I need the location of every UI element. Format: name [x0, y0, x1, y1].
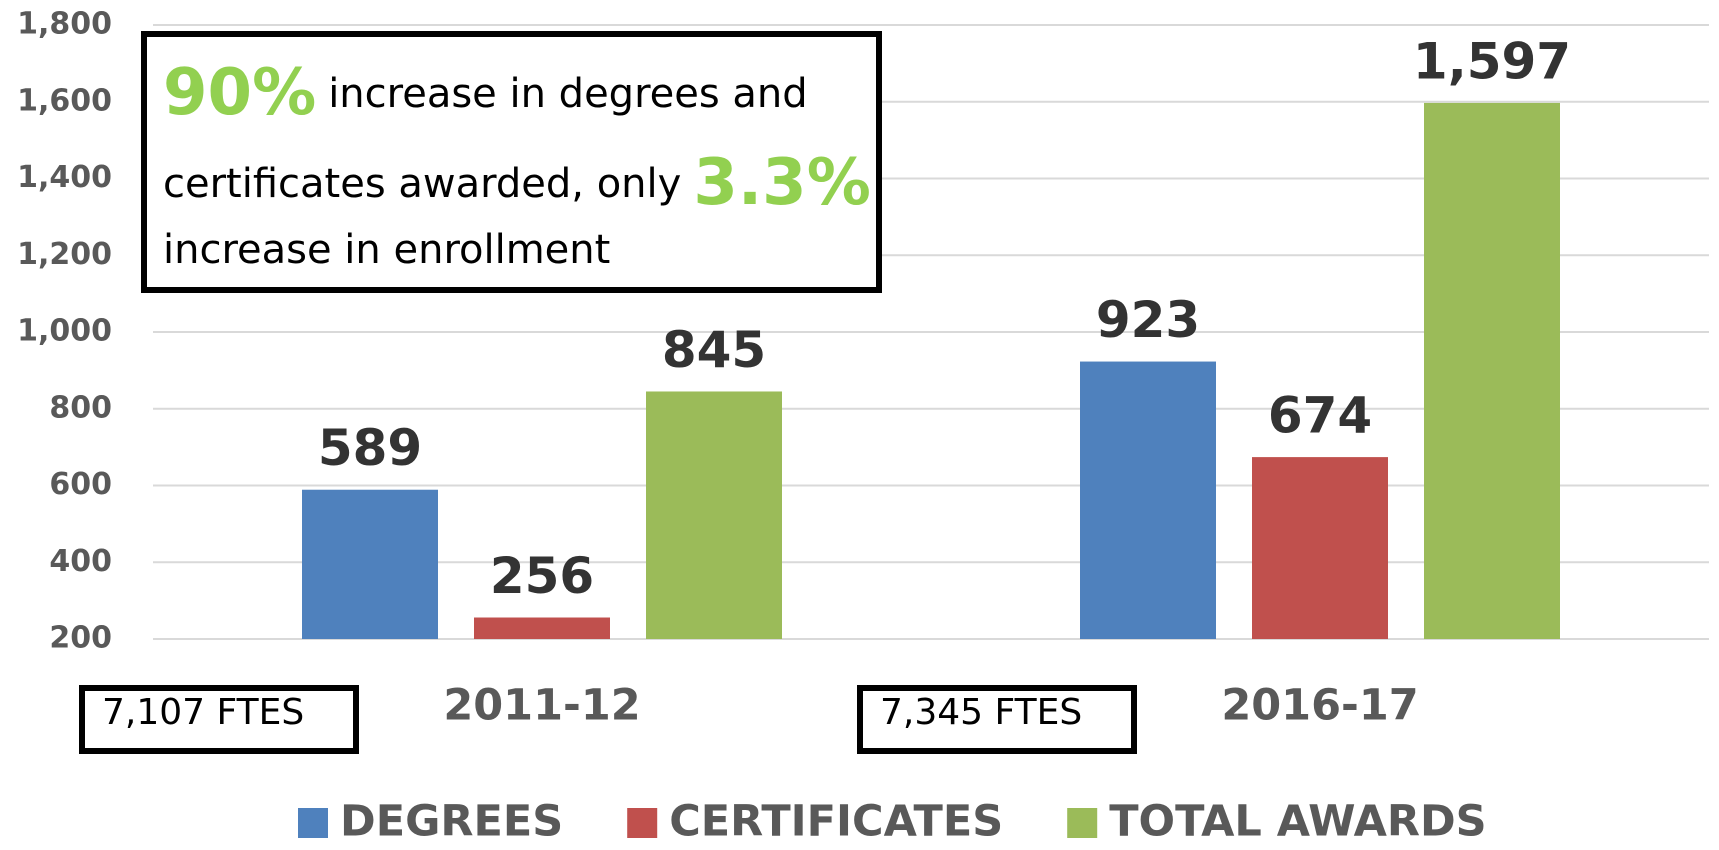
y-tick-label: 200	[49, 621, 112, 656]
annotation-text: 90% increase in degrees and	[163, 56, 808, 130]
annotation-box	[141, 31, 882, 293]
annotation-part: certificates awarded, only	[163, 161, 681, 207]
legend-swatch	[1067, 808, 1098, 838]
annotation-part: increase in degrees and	[328, 71, 807, 117]
data-label: 845	[662, 321, 766, 379]
y-tick-label: 1,200	[17, 237, 112, 272]
bar	[646, 391, 782, 639]
legend-label: DEGREES	[340, 797, 563, 847]
data-label: 923	[1096, 291, 1200, 349]
y-tick-label: 800	[49, 390, 112, 425]
note-box	[857, 685, 1137, 754]
annotation-text: increase in enrollment	[163, 227, 610, 273]
legend-swatch	[298, 808, 328, 838]
note-label: 7,345 FTES	[880, 692, 1082, 733]
legend-label: TOTAL AWARDS	[1109, 797, 1486, 847]
bar	[1424, 102, 1560, 640]
bar	[302, 489, 438, 639]
data-label: 589	[318, 419, 422, 477]
annotation-part: increase in enrollment	[163, 227, 610, 273]
x-tick-label: 2011-12	[443, 681, 640, 731]
annotation-part: 3.3%	[693, 146, 871, 220]
y-tick-label: 600	[49, 467, 112, 502]
note-box	[79, 685, 359, 754]
data-label: 256	[490, 547, 594, 605]
annotation-part: 90%	[163, 56, 316, 130]
bar	[1080, 361, 1216, 639]
y-tick-label: 1,600	[17, 83, 112, 118]
y-tick-label: 1,400	[17, 160, 112, 195]
note-label: 7,107 FTES	[102, 692, 304, 733]
y-tick-label: 1,000	[17, 314, 112, 349]
bar	[1252, 457, 1388, 639]
x-tick-label: 2016-17	[1221, 681, 1418, 731]
annotation-text: certificates awarded, only 3.3%	[163, 146, 871, 220]
legend-swatch	[627, 808, 658, 838]
data-label: 674	[1268, 387, 1372, 445]
data-label: 1,597	[1413, 32, 1571, 90]
bar	[474, 617, 610, 639]
y-tick-label: 1,800	[17, 7, 112, 42]
y-tick-label: 400	[49, 544, 112, 579]
legend-label: CERTIFICATES	[669, 797, 1003, 847]
